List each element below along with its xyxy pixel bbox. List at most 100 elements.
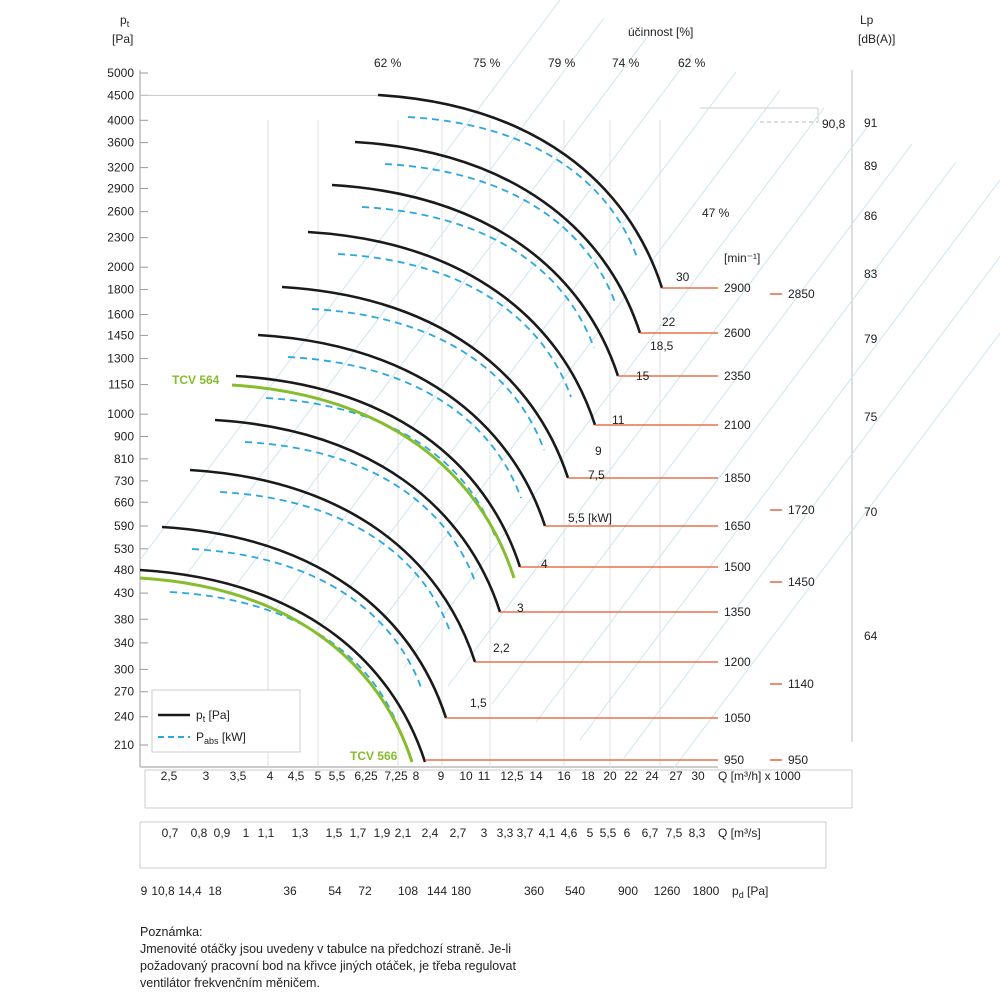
q-m3h-tick: 18 [581,769,595,783]
y-tick-label: 1150 [108,378,134,392]
pd-tick: 10,8 [151,884,175,898]
pabs-curve [244,441,477,585]
efficiency-axis-label: účinnost [%] [628,25,693,39]
q-m3h-tick: 12,5 [500,769,524,783]
pabs-curve [384,163,617,306]
diagonal-grid-line [139,0,561,561]
note-block: Poznámka: Jmenovité otáčky jsou uvedeny … [140,924,580,992]
lp-tick-label: 91 [864,116,878,130]
y-tick-label: 4500 [107,88,134,102]
pt-curve [189,468,477,663]
diagonal-grid-line [315,71,737,633]
pt-curve [281,285,570,479]
lp-tick-label: 83 [864,267,878,281]
efficiency-label: 62 % [374,56,402,70]
speed-label: 2600 [724,326,751,340]
series-label-tcv564: TCV 564 [172,373,220,387]
lp-tick-label: 79 [864,332,878,346]
y-tick-label: 590 [114,519,134,533]
q-m3h-tick: 14 [529,769,543,783]
y-axis-unit: [Pa] [112,32,133,46]
power-label: 11 [612,413,625,427]
efficiency-side-label: 47 % [702,206,730,220]
pd-tick: 36 [283,884,297,898]
diagonal-grid-line [403,107,825,669]
lp-axis-unit: [dB(A)] [858,32,895,46]
y-tick-label: 3200 [107,161,134,175]
q-m3s-tick: 1,7 [350,826,367,840]
y-tick-label: 3600 [107,136,134,150]
speed-label: 950 [724,753,744,767]
power-label: 4 [541,557,548,571]
q-m3h-axis-label: Q [m³/h] x 1000 [718,769,801,783]
lp-tick-label: 64 [864,629,878,643]
q-m3h-tick: 5,5 [329,769,346,783]
lp-tick-label: 70 [864,505,878,519]
y-tick-label: 240 [114,710,134,724]
speed-label: 1500 [724,560,751,574]
efficiency-label: 79 % [548,56,576,70]
diagonal-grid-line [535,161,957,723]
pabs-curve [287,356,522,499]
pd-tick: 72 [358,884,372,898]
pabs-curve [337,253,572,398]
series-curve-tcv566 [139,576,414,763]
q-m3h-tick: 27 [669,769,683,783]
note-line: Jmenovité otáčky jsou uvedeny v tabulce … [140,942,512,956]
q-m3h-tick: 4,5 [288,769,305,783]
lp-axis-label: Lp [860,13,874,27]
y-tick-label: 2900 [107,181,134,195]
q-m3s-tick: 8,3 [689,826,706,840]
lp-tick-label: 89 [864,159,878,173]
pd-tick: 180 [451,884,471,898]
speed-label: 1850 [724,471,751,485]
series-label-tcv566: TCV 566 [350,749,398,763]
note-line: ventilátor frekvenčním měničem. [140,976,320,990]
q-m3h-tick: 20 [603,769,617,783]
q-m3s-tick: 0,9 [214,826,231,840]
power-label: 9 [595,444,602,458]
alt-speed-label: 1450 [788,575,815,589]
pd-tick: 1800 [693,884,720,898]
speed-label: 1650 [724,519,751,533]
legend-pabs-label: Pabs [kW] [196,730,246,746]
diagonal-grid-line [183,17,605,579]
q-m3s-tick: 2,7 [450,826,467,840]
plot-frame [139,70,853,869]
y-tick-label: 5000 [107,66,134,80]
speed-label: 2100 [724,418,751,432]
q-m3s-axis-label: Q [m³/s] [718,826,761,840]
pabs-curve [407,116,639,261]
q-m3h-tick: 8 [413,769,420,783]
q-m3s-tick: 5 [587,826,594,840]
q-m3s-tick: 7,5 [666,826,683,840]
note-title: Poznámka: [140,925,203,939]
q-m3h-tick: 10 [459,769,473,783]
alt-speed-label: 950 [788,753,808,767]
pabs-curve [219,491,452,635]
legend: pt [Pa] Pabs [kW] [151,689,301,753]
y-tick-label: 210 [114,738,134,752]
y-tick-label: 1300 [107,352,134,366]
y-tick-label: 2300 [107,231,134,245]
q-m3s-tick: 1,1 [258,826,275,840]
alt-speed-label: 1140 [788,677,814,691]
pt-curve [354,140,642,334]
pd-tick: 54 [328,884,342,898]
q-m3h-tick: 24 [645,769,659,783]
q-m3s-tick: 5,5 [600,826,617,840]
y-tick-label: 2600 [107,205,134,219]
lp-peak-label: 90,8 [822,117,846,131]
y-tick-label: 1600 [107,308,134,322]
speed-label: 1050 [724,711,751,725]
pt-curve [161,525,448,719]
q-m3s-tick: 2,4 [422,826,439,840]
pt-curve [331,183,620,377]
speed-label: 2900 [724,281,751,295]
diagonal-grid-line [623,255,1000,759]
q-m3h-tick: 30 [691,769,705,783]
q-m3h-tick: 4 [267,769,274,783]
y-axis-label: pt [120,13,130,29]
q-m3h-tick: 6,25 [354,769,378,783]
y-tick-label: 430 [114,586,134,600]
